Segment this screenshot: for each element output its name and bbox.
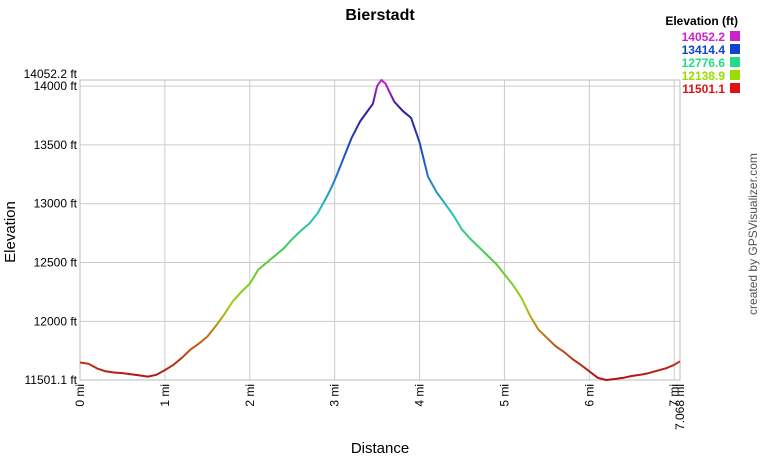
x-tick-label: 2 mi (243, 384, 257, 407)
legend-entry-label: 11501.1 (682, 82, 725, 96)
credit-text: created by GPSVisualizer.com (746, 153, 760, 315)
x-tick-label: 4 mi (413, 384, 427, 407)
x-tick-label: 7.068 mi (673, 384, 687, 430)
legend-entry-label: 13414.4 (682, 43, 726, 57)
y-tick-label: 14000 ft (34, 79, 78, 93)
chart-title: Bierstadt (345, 7, 415, 24)
y-axis-ticks: 11501.1 ft 12000 ft 12500 ft 13000 ft 13500 … (24, 67, 78, 387)
x-tick-label: 0 mi (73, 384, 87, 407)
x-tick-label: 5 mi (497, 384, 511, 407)
legend-swatch (730, 57, 740, 67)
gridlines (79, 79, 681, 381)
y-tick-label: 13000 ft (34, 197, 78, 211)
y-tick-label: 11501.1 ft (25, 373, 78, 387)
x-axis-label: Distance (351, 440, 409, 457)
legend-entry-label: 12138.9 (682, 69, 726, 83)
y-tick-label: 12500 ft (34, 256, 78, 270)
x-tick-label: 7 mi (667, 384, 681, 407)
legend-swatch (730, 83, 740, 93)
y-tick-label: 13500 ft (34, 138, 78, 152)
y-tick-label: 12000 ft (34, 314, 78, 328)
y-tick-label: 14052.2 ft (24, 67, 78, 81)
x-tick-label: 3 mi (328, 384, 342, 407)
elevation-profile-line (79, 79, 681, 381)
legend-swatch (730, 44, 740, 54)
x-tick-label: 1 mi (158, 384, 172, 407)
legend-title: Elevation (ft) (665, 14, 738, 28)
x-axis-ticks: 0 mi 1 mi 2 mi 3 mi 4 mi 5 mi 6 mi 7 mi7.068 mi (73, 384, 687, 430)
plot-frame (79, 79, 681, 381)
legend-swatch (730, 31, 740, 41)
elevation-legend: Elevation (ft) 14052.213414.412776.61213… (665, 14, 740, 96)
legend-entry-label: 12776.6 (682, 56, 726, 70)
x-tick-label: 6 mi (582, 384, 596, 407)
y-axis-label: Elevation (2, 201, 19, 263)
legend-swatch (730, 70, 740, 80)
legend-entry-label: 14052.2 (682, 30, 726, 44)
